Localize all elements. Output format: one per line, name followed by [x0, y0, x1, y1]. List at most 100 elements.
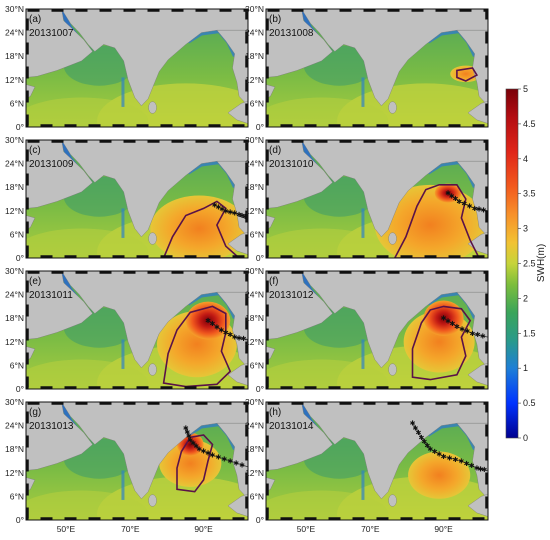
landmass: [148, 101, 157, 114]
colorbar-tick-label: 4.5: [523, 119, 536, 129]
map-panel: ✱✱✱✱ ✱ ✱ ✱ ✱ ✱(f)2013101230°N24°N18°N12°N6°N0…: [245, 266, 489, 394]
lat-tick-label: 12°N: [245, 468, 264, 478]
map-frame: [25, 8, 249, 128]
lat-tick-label: 18°N: [5, 51, 24, 61]
lat-tick-label: 6°N: [10, 360, 24, 370]
track-marker: ✱: [453, 195, 459, 203]
lat-tick-label: 30°N: [245, 397, 264, 407]
track-marker: ✱: [232, 210, 238, 218]
track-marker: ✱: [450, 320, 456, 328]
track-marker: ✱: [212, 201, 218, 209]
lat-tick-label: 12°N: [5, 75, 24, 85]
map-border: [266, 271, 488, 389]
track-marker: ✱: [474, 465, 480, 473]
track-marker: ✱: [459, 325, 465, 333]
cyclone-track: [447, 192, 488, 212]
track-marker: ✱: [239, 212, 245, 220]
track-marker: ✱: [464, 460, 470, 468]
map-frame: [25, 270, 249, 390]
landmass: [467, 493, 488, 517]
wave-field: [266, 359, 389, 389]
lat-tick-label: 0°: [256, 515, 264, 525]
track-marker: ✱: [480, 332, 486, 340]
lon-tick-label: 50°E: [297, 524, 316, 534]
map-frame: [25, 401, 249, 521]
lat-tick-label: 18°N: [5, 313, 24, 323]
landmass: [301, 9, 488, 107]
map-panel: ✱✱✱✱✱✱✱✱✱✱ ✱ ✱ ✱ ✱ ✱(g)2013101330°N24°N18°N12…: [5, 397, 249, 525]
lat-tick-label: 12°N: [5, 337, 24, 347]
panel-date: 20131010: [269, 159, 314, 170]
cyclone-track: [185, 427, 248, 468]
swh-contour: [411, 305, 472, 381]
coastal-wave: [361, 77, 365, 107]
map-panel: (b) 20131008 30°N 24°N 18°N 12°N 6°N 0°: [245, 4, 489, 132]
map-border: [26, 9, 248, 127]
map-panel: ✱✱✱✱✱✱✱✱✱(e)2013101130°N24°N18°N12°N6°N0…: [5, 266, 249, 394]
landmass: [227, 100, 248, 124]
map-border: [26, 402, 248, 520]
lat-tick-label: 30°N: [5, 266, 24, 276]
track-marker: ✱: [470, 330, 476, 338]
landmass: [26, 140, 93, 209]
track-marker: ✱: [193, 443, 199, 451]
map-border: [26, 271, 248, 389]
cyclone-track: [207, 320, 248, 340]
lat-tick-label: 18°N: [245, 444, 264, 454]
wave-field: [150, 195, 248, 258]
lat-tick-label: 24°N: [245, 159, 264, 169]
lat-tick-label: 0°: [16, 384, 24, 394]
landmass: [388, 494, 397, 507]
track-marker: ✱: [242, 213, 248, 221]
track-marker: ✱: [476, 206, 482, 214]
swh-contour: [456, 67, 479, 82]
colorbar-tick-label: 1.5: [523, 328, 536, 338]
panel-date: 20131014: [269, 421, 314, 432]
track-marker: ✱: [458, 458, 464, 466]
track-marker: ✱: [441, 453, 447, 461]
landmass: [227, 493, 248, 517]
coastal-wave: [121, 208, 125, 238]
landmass: [216, 292, 248, 369]
track-marker: ✱: [239, 461, 245, 469]
track-marker: ✱: [469, 462, 475, 470]
colorbar-label: SWH(m): [536, 244, 547, 282]
landmass: [216, 30, 248, 107]
lat-tick-label: 6°N: [250, 491, 264, 501]
track-marker: ✱: [183, 424, 189, 432]
map-frame: [265, 8, 489, 128]
lat-tick-label: 18°N: [5, 444, 24, 454]
map-frame: [265, 401, 489, 521]
track-marker: ✱: [221, 456, 227, 464]
track-marker: ✱: [233, 459, 239, 467]
wave-field: [266, 97, 389, 127]
landmass: [456, 160, 488, 238]
lat-tick-label: 30°N: [5, 4, 24, 14]
track-marker: ✱: [223, 207, 229, 215]
lat-tick-label: 18°N: [5, 182, 24, 192]
coastal-wave: [361, 470, 365, 500]
track-marker: ✱: [241, 335, 247, 343]
track-marker: ✱: [410, 420, 416, 428]
panel-date: 20131012: [269, 290, 314, 301]
track-marker: ✱: [190, 439, 196, 447]
swh-contour: [162, 200, 241, 258]
panel-date: 20131009: [29, 159, 74, 170]
lat-tick-label: 24°N: [245, 290, 264, 300]
lat-tick-label: 0°: [256, 122, 264, 132]
colorbar-scale: [505, 88, 519, 439]
landmass: [216, 423, 248, 500]
track-marker: ✱: [218, 327, 224, 335]
map-panel: ✱✱✱✱✱✱✱✱✱(c)2013100930°N24°N18°N12°N6°N0…: [5, 135, 249, 263]
lat-tick-label: 0°: [256, 384, 264, 394]
lat-tick-label: 12°N: [5, 468, 24, 478]
map-panel: ✱✱✱✱✱✱✱✱✱✱ ✱ ✱ ✱ ✱ ✱ ✱✱✱(h)2013101430°N24°N18°…: [245, 397, 489, 525]
track-marker: ✱: [454, 323, 460, 331]
landmass: [26, 402, 93, 471]
track-marker: ✱: [456, 198, 462, 206]
lat-tick-label: 12°N: [245, 337, 264, 347]
lat-tick-label: 0°: [256, 253, 264, 263]
lon-tick-label: 70°E: [361, 524, 380, 534]
landmass: [266, 271, 333, 340]
lat-tick-label: 18°N: [245, 182, 264, 192]
